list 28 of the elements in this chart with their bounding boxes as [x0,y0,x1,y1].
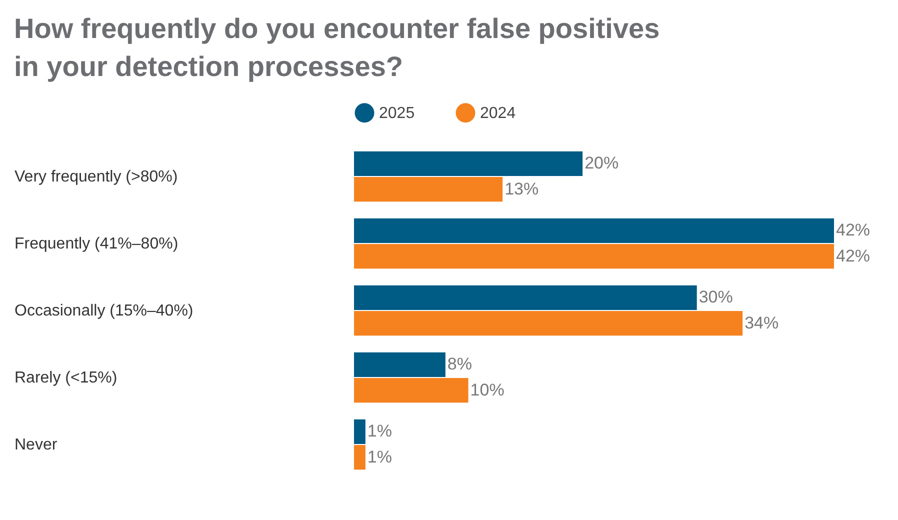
bar [354,151,583,176]
bar [354,244,834,269]
data-label: 8% [447,354,472,374]
legend-label: 2025 [379,104,415,122]
chart-title: How frequently do you encounter false positives in your detection processes? [14,13,660,82]
data-label: 1% [367,422,392,441]
data-label: 20% [584,154,619,173]
data-label: 42% [836,246,870,266]
bar [354,177,503,202]
bar [354,352,446,377]
bar [354,378,468,403]
bar [354,218,834,243]
data-label: 1% [367,447,392,466]
y-tick-label: Very frequently (>80%) [14,168,178,186]
legend-label: 2024 [480,104,516,122]
bar [354,311,743,336]
y-tick-label: Occasionally (15%–40%) [14,302,194,320]
data-label: 34% [744,313,779,332]
data-label: 13% [504,179,539,198]
data-label: 30% [698,288,733,307]
bar [354,445,366,470]
y-tick-label: Frequently (41%–80%) [14,236,178,252]
data-label: 42% [836,220,870,240]
data-label: 10% [470,380,504,400]
bar [354,285,697,310]
y-tick-label: Never [14,436,58,454]
y-tick-label: Rarely (<15%) [14,370,118,386]
bar [354,419,366,444]
